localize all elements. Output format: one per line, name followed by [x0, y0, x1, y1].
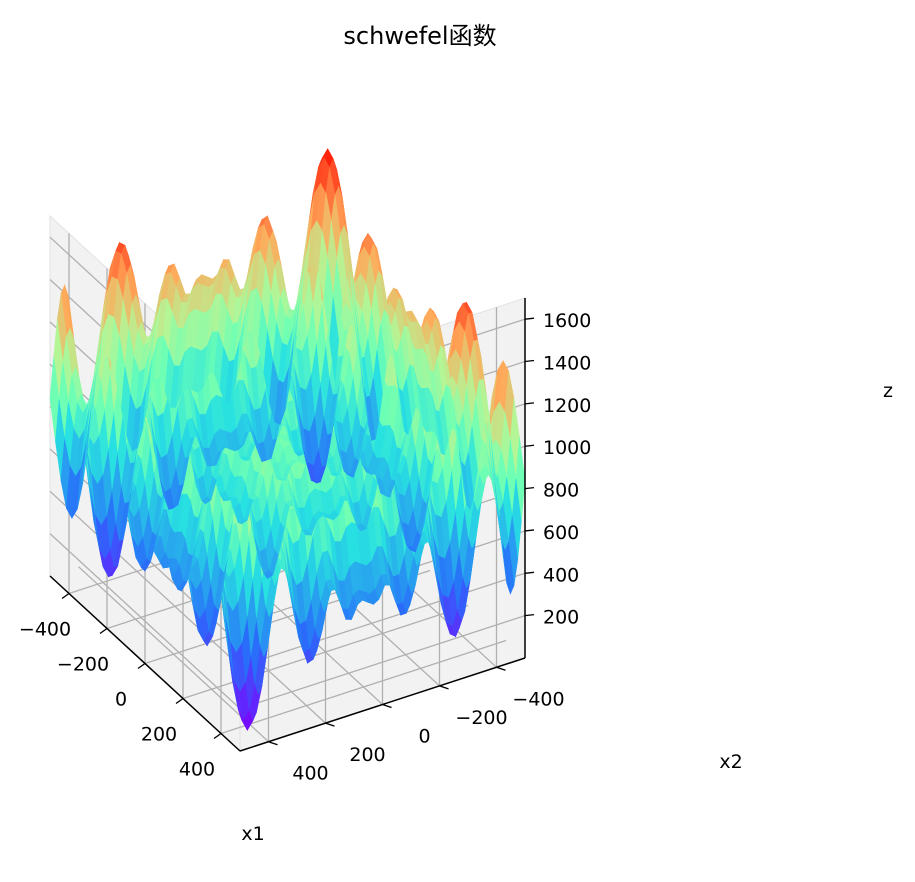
z-tick-mark — [524, 614, 535, 617]
x-axis-label: x1 — [241, 823, 264, 845]
z-tick-label: 200 — [543, 607, 579, 629]
z-tick-mark — [524, 529, 535, 532]
x-tick-label: 400 — [179, 759, 215, 781]
x-tick-label: 200 — [141, 724, 177, 746]
grid-wall-z-a — [239, 572, 526, 667]
z-axis-label: z — [883, 380, 893, 402]
z-tick-mark — [524, 444, 535, 447]
y-tick-label: 0 — [418, 726, 430, 748]
x-tick-mark — [213, 732, 222, 740]
chart-title: schwefel函数 — [343, 22, 496, 50]
x-tick-mark — [137, 662, 146, 670]
y-tick-mark — [325, 722, 335, 727]
z-tick-mark — [524, 359, 535, 363]
z-tick-label: 400 — [543, 564, 579, 586]
x-tick-label: −200 — [57, 654, 109, 676]
y-tick-label: 400 — [292, 763, 328, 785]
y-tick-label: 200 — [349, 744, 385, 766]
z-tick-label: 1600 — [543, 310, 591, 332]
z-tick-mark — [524, 571, 535, 574]
y-tick-mark — [268, 741, 278, 746]
y-tick-mark — [496, 666, 506, 671]
x-tick-mark — [99, 627, 108, 635]
y-tick-label: −200 — [455, 707, 507, 729]
z-tick-label: 1000 — [543, 437, 591, 459]
z-tick-mark — [524, 486, 535, 490]
grid-wall-z-b — [49, 533, 241, 710]
z-tick-mark — [524, 402, 535, 405]
z-axis-ticks: 200 400 600 800 1000 1200 1400 1600 — [524, 310, 591, 629]
y-tick-label: −400 — [512, 688, 564, 710]
y-axis-ticks: −400−200 0 200 400 — [268, 666, 565, 785]
x-tick-mark — [61, 592, 70, 600]
surface-patch — [329, 297, 340, 383]
y-axis-label: x2 — [719, 751, 742, 773]
grid-floor-x2 — [78, 566, 269, 743]
z-tick-label: 1200 — [543, 395, 591, 417]
z-tick-label: 800 — [543, 480, 579, 502]
grid-wall-z-a — [239, 615, 526, 710]
x-tick-label: −400 — [19, 619, 71, 641]
surface-plot — [49, 148, 526, 731]
x-tick-label: 0 — [115, 689, 127, 711]
y-tick-mark — [382, 703, 392, 709]
z-tick-label: 1400 — [543, 353, 591, 375]
z-tick-label: 600 — [543, 522, 579, 544]
y-tick-mark — [439, 685, 449, 690]
z-tick-mark — [524, 317, 535, 320]
x-tick-mark — [175, 697, 184, 705]
